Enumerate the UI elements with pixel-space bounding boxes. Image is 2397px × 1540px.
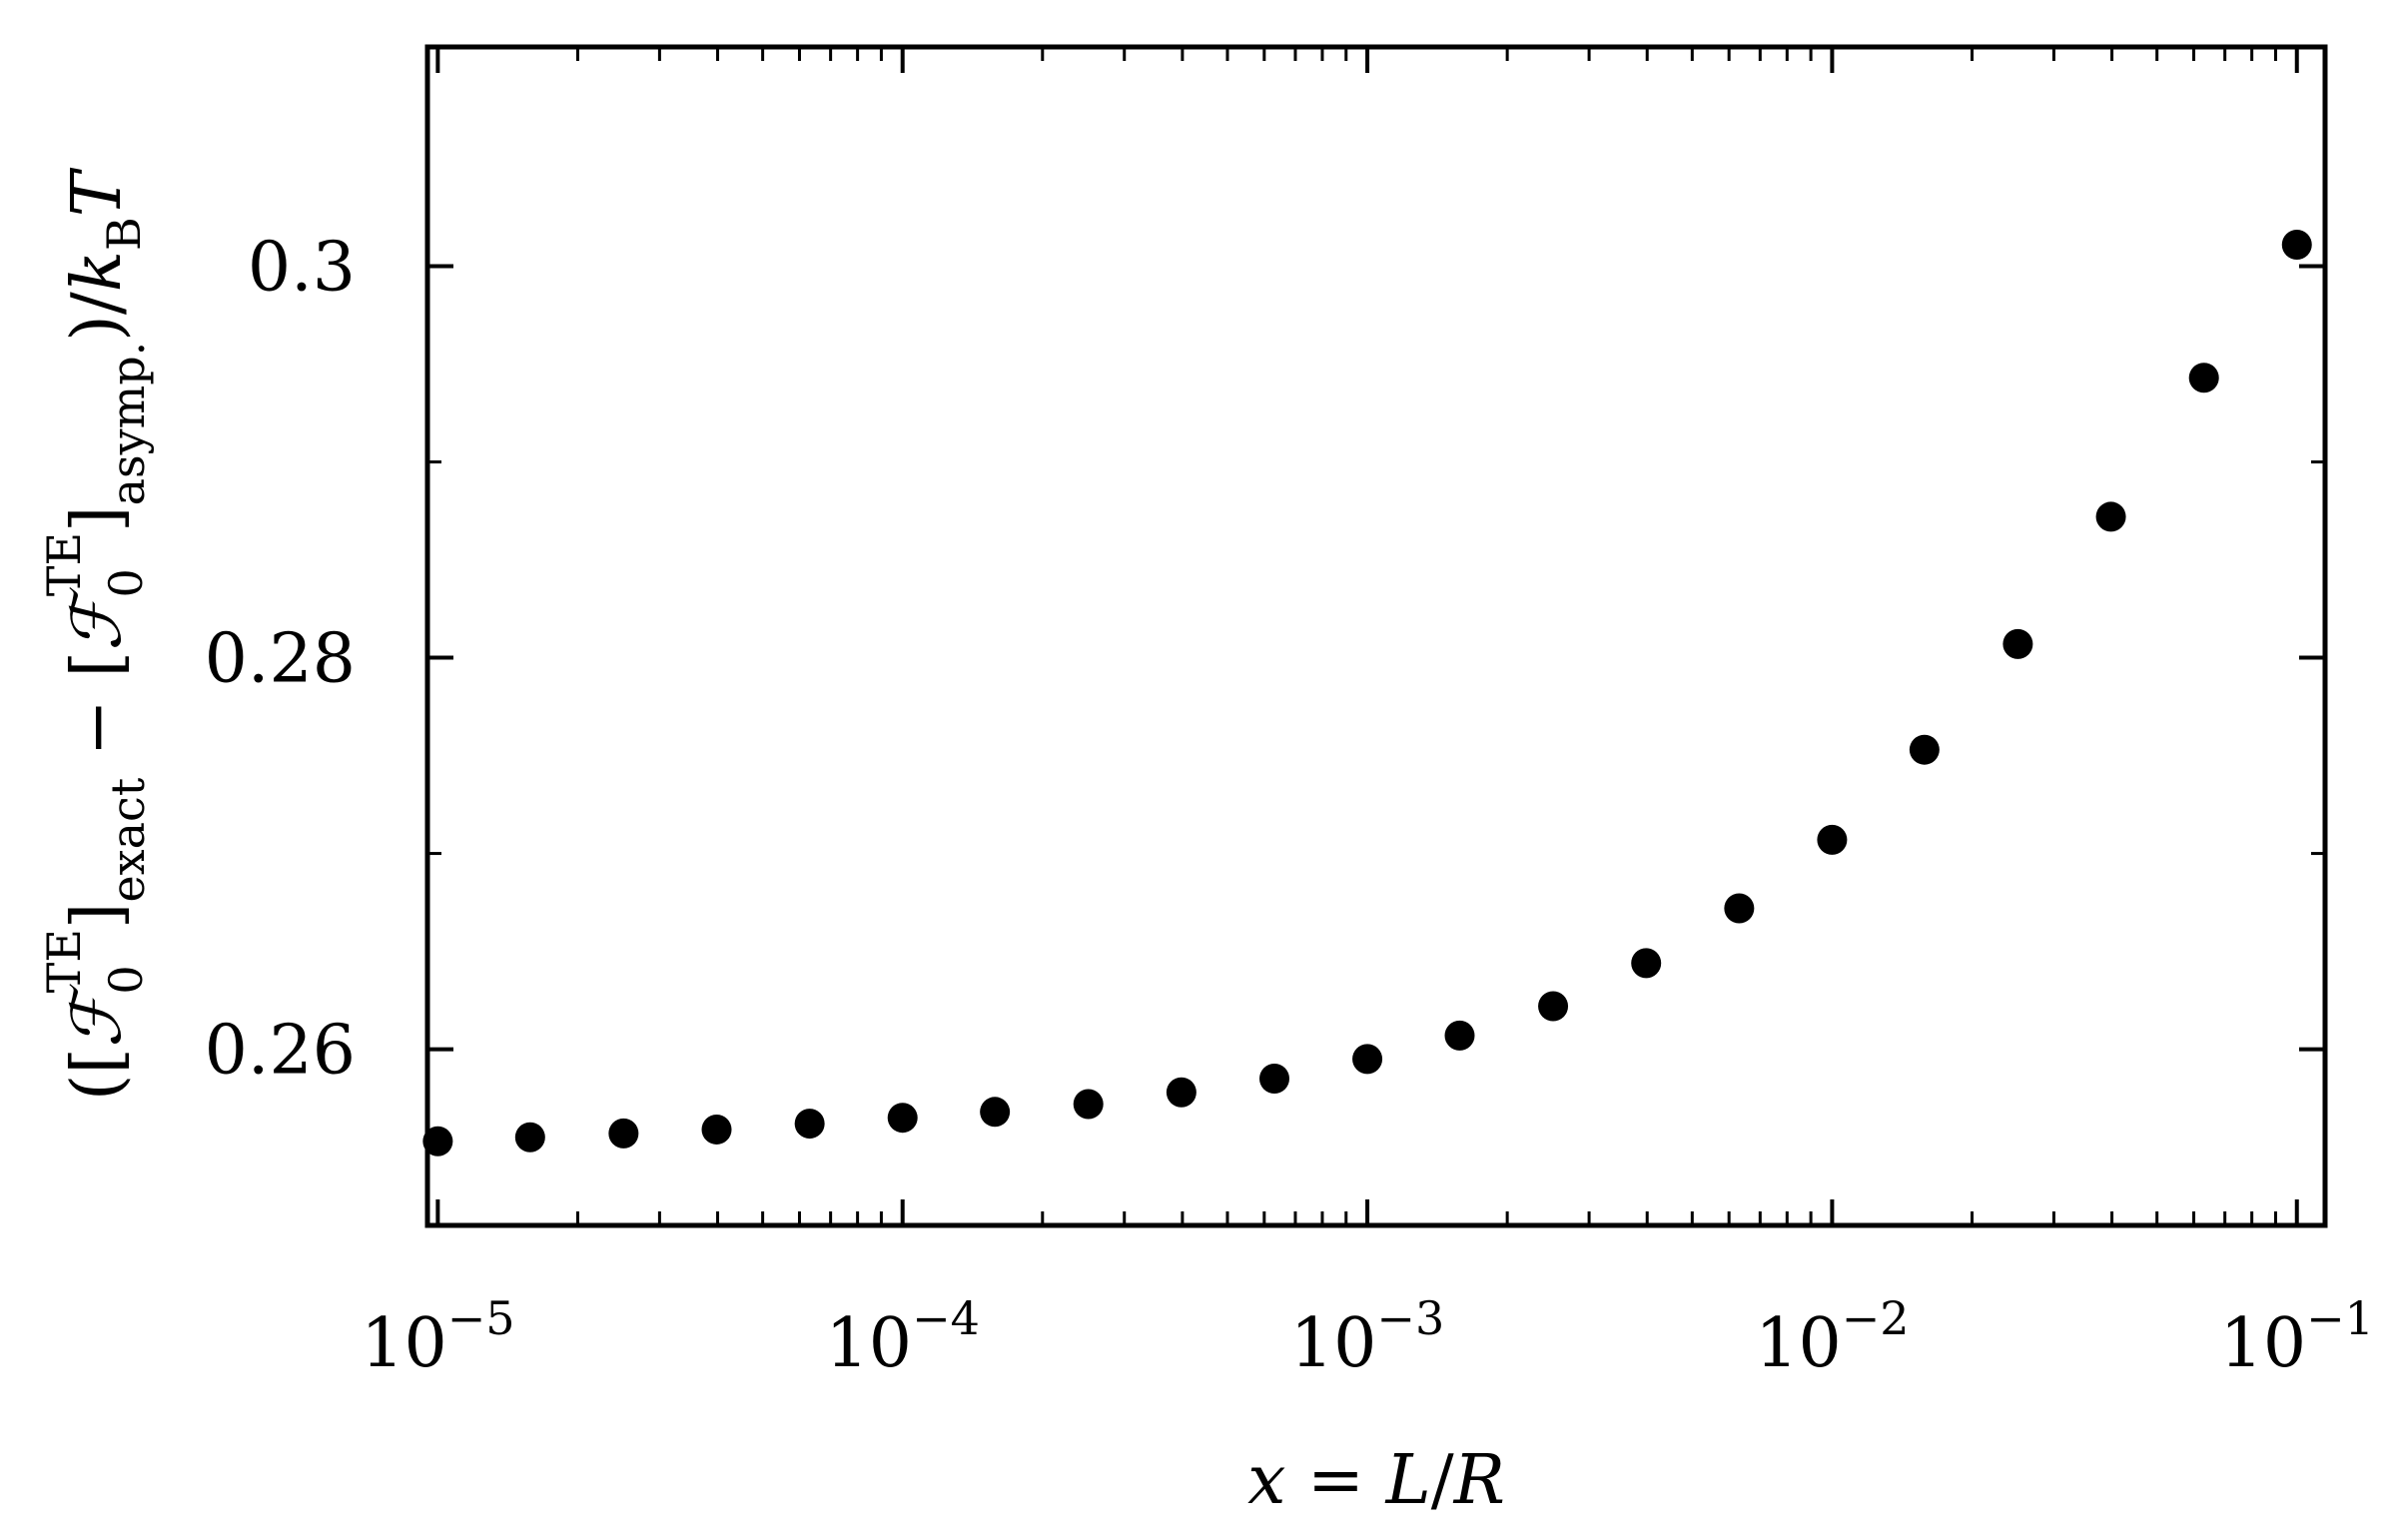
x-label-num: L — [1384, 1441, 1431, 1520]
data-point — [2188, 363, 2219, 393]
x-tick-label: 10−4 — [826, 1291, 980, 1383]
y-label-T: T — [58, 167, 137, 217]
y-label-close1: ] — [58, 903, 137, 930]
y-label-sup1: TE — [37, 929, 91, 993]
data-point — [2281, 229, 2312, 260]
x-label-eq: = — [1285, 1441, 1385, 1520]
data-point — [2095, 501, 2126, 532]
y-tick-label: 0.26 — [205, 1012, 356, 1091]
y-label-close2: ] — [58, 505, 137, 532]
y-axis-ticks: 0.26 0.28 0.3 — [205, 229, 2325, 1091]
y-label-exact: exact — [101, 777, 155, 902]
x-label-den: R — [1452, 1441, 1505, 1520]
data-point — [701, 1114, 732, 1145]
y-label-sup2: TE — [37, 532, 91, 596]
data-point — [2002, 628, 2033, 659]
data-point — [1166, 1077, 1197, 1108]
data-point — [887, 1103, 918, 1134]
y-label-minus: − [ — [58, 651, 137, 778]
y-label-k: k — [58, 251, 137, 292]
data-point — [1073, 1089, 1104, 1120]
y-label-tail: )/ — [58, 292, 137, 342]
x-tick-label: 10−3 — [1290, 1291, 1444, 1383]
y-label-asymp: asymp. — [101, 342, 155, 506]
y-label-B: B — [97, 217, 151, 251]
x-tick-label: 10−5 — [361, 1291, 514, 1383]
data-point — [1352, 1044, 1383, 1075]
x-axis-label: x = L/R — [1247, 1441, 1505, 1520]
x-label-slash: / — [1431, 1441, 1454, 1520]
y-label-open: ([ — [58, 1048, 137, 1101]
data-point — [794, 1109, 825, 1140]
x-label-var: x — [1247, 1441, 1285, 1520]
y-tick-label: 0.28 — [205, 620, 356, 699]
x-tick-label: 10−2 — [1755, 1291, 1909, 1383]
y-label-sub2: 0 — [99, 568, 153, 597]
data-point — [1631, 948, 1662, 979]
data-point — [1817, 824, 1848, 855]
data-series — [422, 229, 2312, 1156]
data-point — [1259, 1063, 1290, 1094]
data-point — [422, 1126, 453, 1156]
plot-frame — [424, 44, 2328, 1228]
y-axis-label: ([ℱ0TE]exact − [ℱ0TE]asymp.)/kBT — [37, 167, 155, 1101]
data-point — [1444, 1020, 1475, 1051]
data-point — [980, 1097, 1011, 1128]
data-point — [608, 1118, 639, 1149]
x-tick-label: 10−1 — [2220, 1291, 2374, 1383]
x-axis-ticks: 10−5 10−4 10−3 10−2 10−1 — [361, 47, 2374, 1383]
y-label-sub1: 0 — [99, 965, 153, 994]
data-point — [514, 1122, 545, 1153]
data-point — [1909, 734, 1940, 765]
data-point — [1538, 991, 1569, 1022]
data-point — [1724, 893, 1755, 924]
y-tick-label: 0.3 — [248, 229, 356, 308]
